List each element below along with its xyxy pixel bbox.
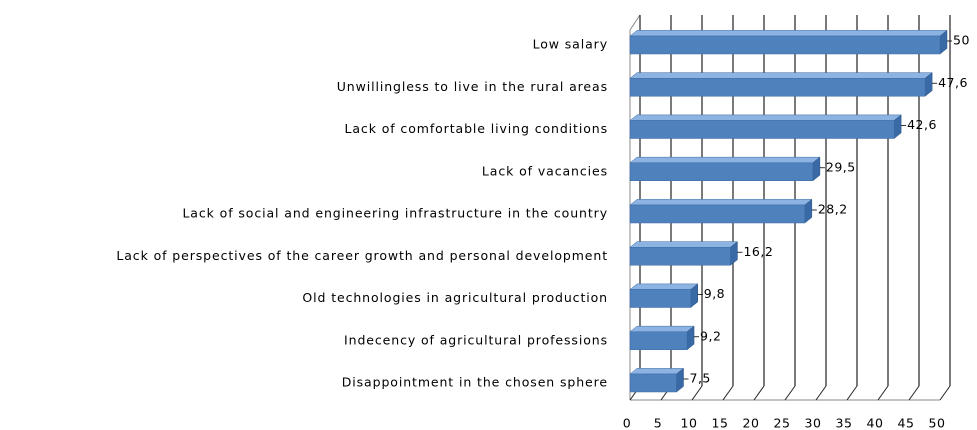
bar-top	[629, 72, 933, 79]
x-tick-label: 10	[681, 416, 698, 430]
value-label: 7,5	[690, 371, 711, 386]
x-tick-label: 15	[712, 416, 729, 430]
x-tick-label: 50	[929, 416, 946, 430]
grid-line	[784, 385, 796, 401]
grid-line	[753, 385, 765, 401]
grid-line	[722, 385, 734, 401]
bar	[629, 120, 895, 139]
x-tick-label: 35	[836, 416, 853, 430]
value-label: 9,8	[704, 286, 725, 301]
value-label: 16,2	[743, 244, 773, 259]
bar	[629, 289, 692, 308]
bar	[629, 331, 688, 350]
value-label: 9,2	[700, 328, 721, 343]
x-tick-label: 40	[867, 416, 884, 430]
x-tick-label: 5	[654, 416, 662, 430]
value-label: 28,2	[818, 202, 848, 217]
bar-top	[629, 241, 739, 248]
category-label: Unwillingless to live in the rural areas	[337, 79, 608, 94]
value-label: 42,6	[907, 117, 937, 132]
bar	[629, 247, 731, 266]
value-label: 29,5	[826, 159, 856, 174]
value-label: 50	[953, 33, 970, 48]
x-tick-label: 25	[774, 416, 791, 430]
wall-edge	[629, 14, 641, 31]
x-tick-label: 20	[743, 416, 760, 430]
category-label: Lack of comfortable living conditions	[345, 121, 609, 136]
bar-top	[629, 114, 902, 121]
grid-line	[877, 385, 889, 401]
grid-line	[908, 385, 920, 401]
x-tick-label: 30	[805, 416, 822, 430]
category-label: Old technologies in agricultural product…	[302, 290, 608, 305]
bar-top	[629, 368, 685, 375]
bar	[629, 204, 806, 224]
grid-line	[691, 385, 703, 401]
bar	[629, 162, 814, 181]
category-label: Lack of social and engineering infrastru…	[182, 206, 608, 221]
bar-top	[629, 30, 948, 37]
category-label: Lack of vacancies	[482, 163, 608, 178]
category-label: Lack of perspectives of the career growt…	[116, 248, 608, 263]
bar-top	[629, 156, 821, 163]
category-label: Low salary	[533, 37, 608, 52]
x-tick-label: 0	[623, 416, 631, 430]
x-tick-label: 45	[898, 416, 915, 430]
bar	[629, 35, 941, 55]
bar	[629, 373, 677, 393]
grid-line	[939, 385, 951, 401]
category-label: Disappointment in the chosen sphere	[342, 375, 608, 390]
value-label: 47,6	[938, 75, 968, 90]
category-label: Indecency of agricultural professions	[344, 332, 608, 347]
grid-line	[815, 385, 827, 401]
bar-top	[629, 199, 813, 206]
grid-line	[846, 385, 858, 401]
bar	[629, 78, 926, 97]
bar-top	[629, 325, 695, 332]
bar-top	[629, 283, 699, 290]
